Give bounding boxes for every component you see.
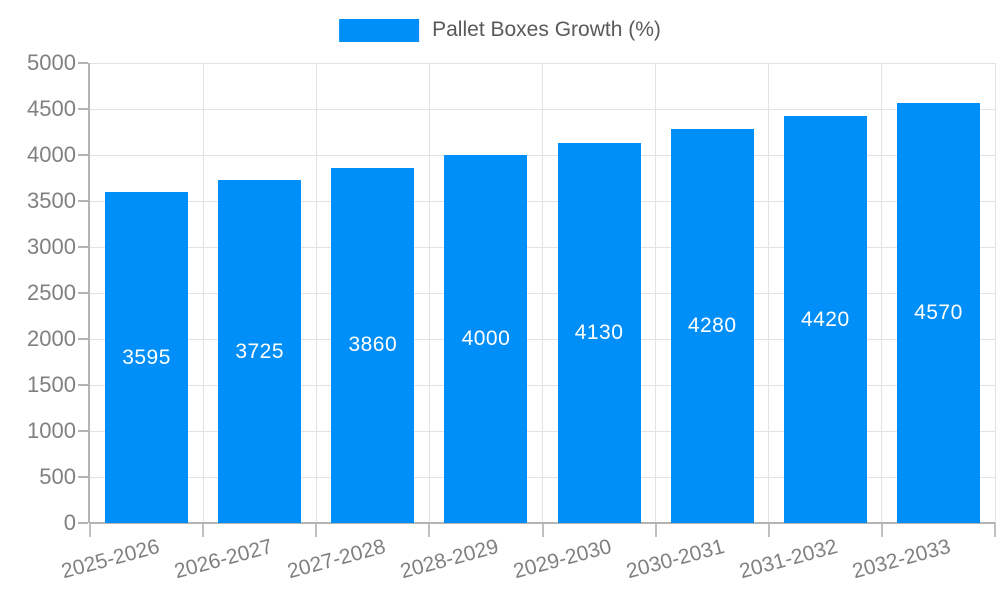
y-axis-tick bbox=[78, 200, 88, 202]
y-axis-tick bbox=[78, 292, 88, 294]
x-tick-label: 2032-2033 bbox=[850, 535, 954, 584]
legend-swatch bbox=[339, 18, 420, 42]
y-axis-tick bbox=[78, 522, 88, 524]
legend-item[interactable]: Pallet Boxes Growth (%) bbox=[339, 18, 661, 42]
y-tick-label: 3500 bbox=[27, 188, 76, 213]
x-tick-label: 2026-2027 bbox=[171, 535, 275, 584]
y-axis-tick bbox=[78, 108, 88, 110]
x-axis-tick bbox=[315, 523, 318, 537]
y-axis-tick bbox=[78, 476, 88, 478]
y-tick-label: 5000 bbox=[27, 50, 76, 75]
x-axis-tick bbox=[428, 523, 431, 537]
y-tick-label: 4500 bbox=[27, 96, 76, 121]
bar: 3725 bbox=[218, 180, 302, 523]
y-tick-label: 4000 bbox=[27, 142, 76, 167]
gridline-vertical bbox=[881, 63, 883, 523]
gridline-vertical bbox=[655, 63, 657, 523]
y-axis-tick bbox=[78, 154, 88, 156]
x-axis-tick bbox=[654, 523, 657, 537]
x-axis-line bbox=[90, 522, 995, 524]
x-axis-tick bbox=[994, 523, 996, 537]
x-tick-label: 2027-2028 bbox=[284, 535, 388, 584]
y-axis-tick bbox=[78, 430, 88, 432]
legend-label: Pallet Boxes Growth (%) bbox=[432, 18, 661, 41]
bar-value-label: 3860 bbox=[348, 333, 398, 357]
x-axis-tick bbox=[767, 523, 770, 537]
bar: 3595 bbox=[105, 192, 189, 523]
x-axis-tick bbox=[880, 523, 883, 537]
bar: 4280 bbox=[670, 129, 754, 523]
gridline-vertical bbox=[994, 63, 996, 523]
bar-value-label: 3595 bbox=[122, 345, 171, 369]
y-axis-tick bbox=[78, 338, 88, 340]
x-tick-label: 2025-2026 bbox=[58, 535, 162, 584]
bar-value-label: 4000 bbox=[461, 327, 511, 350]
bar-value-label: 4280 bbox=[687, 314, 737, 338]
gridline-vertical bbox=[315, 63, 317, 523]
y-tick-label: 1500 bbox=[27, 372, 76, 397]
bar-value-label: 4130 bbox=[574, 321, 624, 344]
bar: 4420 bbox=[783, 116, 867, 523]
bar-value-label: 4420 bbox=[800, 307, 850, 331]
y-tick-label: 2000 bbox=[27, 326, 76, 351]
y-tick-label: 3000 bbox=[27, 234, 76, 259]
bar: 4000 bbox=[444, 155, 528, 523]
x-tick-label: 2028-2029 bbox=[397, 535, 501, 584]
y-axis-tick bbox=[78, 384, 88, 386]
x-axis-tick bbox=[202, 523, 205, 537]
bar-value-label: 3725 bbox=[235, 339, 285, 363]
x-tick-label: 2030-2031 bbox=[624, 535, 728, 584]
y-tick-label: 500 bbox=[39, 464, 76, 489]
y-tick-label: 0 bbox=[63, 510, 76, 535]
x-tick-label: 2029-2030 bbox=[511, 535, 615, 584]
gridline-vertical bbox=[428, 63, 430, 523]
bar: 4130 bbox=[557, 143, 641, 523]
y-axis-tick bbox=[78, 246, 88, 248]
bar: 3860 bbox=[331, 167, 415, 523]
plot-area: 0 500 1000 1500 2000 2500 3000 3500 4000 4500 5000… bbox=[27, 50, 996, 583]
gridline-vertical bbox=[542, 63, 543, 523]
gridline-vertical bbox=[768, 63, 770, 523]
x-axis-tick bbox=[89, 523, 91, 537]
x-axis-tick bbox=[541, 523, 544, 537]
bar-value-label: 4570 bbox=[914, 300, 963, 324]
gridline-vertical bbox=[202, 63, 204, 523]
x-tick-label: 2031-2032 bbox=[737, 535, 841, 584]
bar: 4570 bbox=[896, 102, 980, 523]
y-tick-label: 1000 bbox=[27, 418, 76, 443]
y-axis-tick bbox=[78, 62, 88, 64]
y-tick-label: 2500 bbox=[27, 280, 76, 305]
